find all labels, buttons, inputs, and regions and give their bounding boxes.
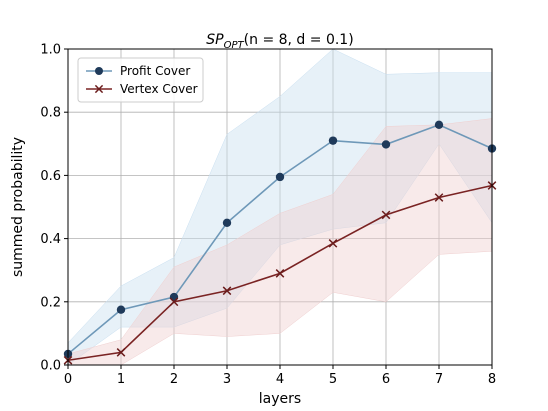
y-tick-label: 0.4: [40, 232, 61, 247]
chart-title: SPOPT(n = 8, d = 0.1): [206, 32, 353, 51]
y-axis-label: summed probability: [10, 137, 26, 277]
data-point-vertex-cover: [169, 297, 179, 307]
legend-label-profit-cover: Profit Cover: [120, 64, 190, 78]
data-point-profit-cover: [169, 292, 179, 302]
x-tick-label: 5: [329, 372, 337, 387]
y-tick-label: 0.8: [40, 106, 61, 121]
data-point-vertex-cover: [116, 348, 126, 357]
chart-title-base: SP: [206, 32, 224, 48]
x-tick-label: 3: [223, 372, 231, 387]
y-tick-label: 0.0: [40, 359, 61, 374]
chart-title-rest: (n = 8, d = 0.1): [244, 32, 354, 48]
plot-area: 0 1 2 3 4 5 6 7 8 0.0 0.2 0.4 0.6 0.8 1.0: [40, 43, 497, 387]
x-tick-label: 1: [117, 372, 125, 387]
data-point-profit-cover: [116, 305, 126, 314]
legend-marker-vertex-cover: [94, 84, 104, 94]
data-point-profit-cover: [222, 218, 232, 227]
y-tick-label: 1.0: [40, 43, 61, 58]
data-point-profit-cover: [434, 120, 444, 130]
data-point-vertex-cover: [328, 239, 338, 248]
y-tick-label: 0.2: [40, 295, 61, 310]
x-tick-label: 6: [382, 372, 390, 387]
x-tick-label: 2: [170, 372, 178, 387]
data-point-profit-cover: [381, 140, 391, 149]
data-point-vertex-cover: [434, 193, 444, 202]
x-axis-label: layers: [259, 391, 301, 407]
data-point-vertex-cover: [381, 210, 391, 220]
x-tick-label: 4: [276, 372, 284, 387]
legend-marker-profit-cover: [95, 67, 103, 75]
data-point-profit-cover: [328, 136, 338, 145]
data-point-vertex-cover: [275, 269, 285, 278]
data-point-profit-cover: [275, 172, 285, 182]
legend-label-vertex-cover: Vertex Cover: [120, 82, 198, 96]
data-point-vertex-cover: [222, 286, 232, 296]
x-tick-label: 7: [435, 372, 443, 387]
legend-box: [77, 57, 204, 103]
y-tick-label: 0.6: [40, 169, 61, 184]
chart-title-sub: OPT: [224, 40, 245, 51]
legend: Profit Cover Vertex Cover: [77, 57, 204, 103]
x-tick-label: 0: [64, 372, 72, 387]
x-tick-label: 8: [488, 372, 496, 387]
